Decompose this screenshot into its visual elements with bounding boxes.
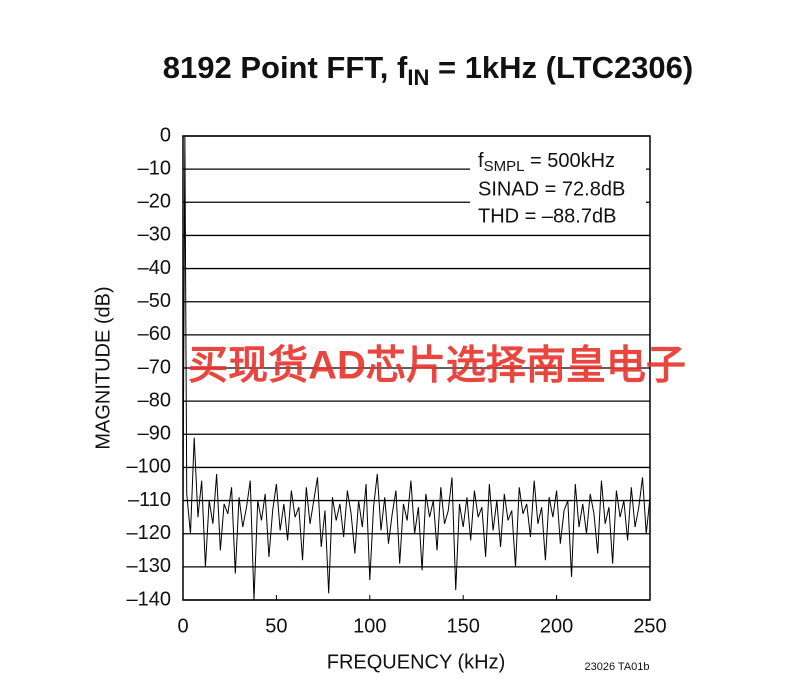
title-part: = 1kHz (LTC2306) (429, 50, 693, 85)
x-tick-label: 50 (265, 615, 287, 637)
spectrum-line (182, 135, 651, 601)
x-tick-label: 250 (633, 615, 666, 637)
y-tick-label: –80 (138, 389, 171, 411)
chart-title: 8192 Point FFT, fIN = 1kHz (LTC2306) (163, 50, 694, 90)
x-tick-label: 150 (447, 615, 480, 637)
y-tick-label: –40 (138, 257, 171, 279)
footnote: 23026 TA01b (584, 661, 649, 673)
y-tick-label: –10 (138, 157, 171, 179)
annotation-part: f (478, 150, 484, 172)
y-tick-label: –60 (138, 323, 171, 345)
y-tick-label: –30 (138, 224, 171, 246)
annotation: SINAD = 72.8dB (478, 178, 625, 200)
y-tick-label: –100 (127, 456, 172, 478)
y-tick-label: –90 (138, 423, 171, 445)
y-tick-label: –130 (127, 555, 172, 577)
watermark: 买现货AD芯片选择南皇电子 (188, 344, 686, 388)
annotation: fSMPL = 500kHz (478, 150, 615, 175)
y-tick-label: –110 (128, 489, 171, 511)
annotation-subscript: SMPL (484, 158, 525, 175)
annotation: THD = –88.7dB (478, 205, 616, 227)
y-tick-label: 0 (160, 124, 171, 146)
x-tick-label: 100 (353, 615, 386, 637)
y-tick-label: –50 (138, 290, 171, 312)
y-axis-label: MAGNITUDE (dB) (92, 286, 114, 449)
annotation-box (470, 146, 646, 232)
y-tick-label: –70 (138, 356, 171, 378)
title-subscript: IN (407, 65, 429, 90)
plot-frame (182, 135, 651, 601)
x-tick-label: 200 (540, 615, 573, 637)
y-tick-label: –120 (127, 522, 172, 544)
annotation-part: = 500kHz (524, 150, 615, 172)
x-axis-label: FREQUENCY (kHz) (327, 651, 506, 673)
title-part: 8192 Point FFT, f (163, 50, 408, 85)
y-tick-label: –20 (138, 191, 171, 213)
x-tick-label: 0 (177, 615, 188, 637)
y-tick-label: –140 (127, 588, 172, 610)
